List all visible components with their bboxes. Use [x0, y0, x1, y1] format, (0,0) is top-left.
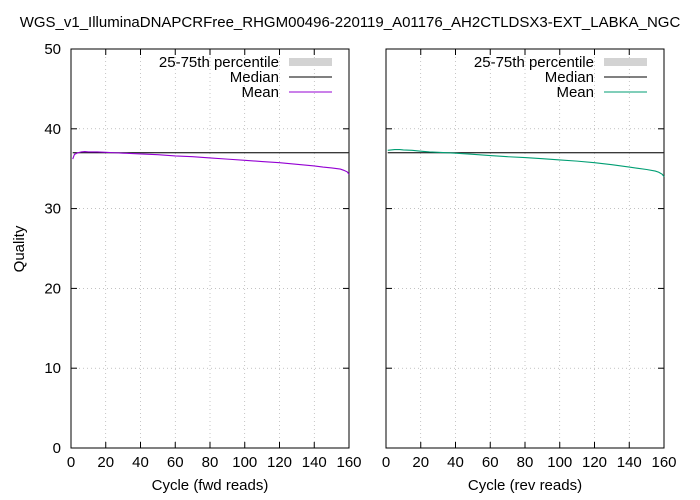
plot-frame: [385, 48, 665, 449]
x-tick-label: 80: [202, 454, 219, 471]
y-axis-label: Quality: [11, 225, 28, 272]
y-tick-label: 30: [44, 201, 61, 218]
y-tick-label: 50: [44, 41, 61, 58]
x-axis-label-rev: Cycle (rev reads): [468, 477, 582, 494]
panel-fwd: 0 20 40 60 80 100 120 140 160 0 10 20 30 40 50 25-75th …: [44, 41, 361, 471]
legend-label: 25-75th percentile: [474, 54, 594, 71]
legend-label: Median: [230, 69, 279, 86]
x-tick-label: 20: [412, 454, 429, 471]
x-tick-label: 100: [232, 454, 257, 471]
x-tick-label: 100: [547, 454, 572, 471]
series-line-mean: [72, 150, 350, 175]
legend-label: Mean: [241, 84, 279, 101]
x-tick-label: 60: [482, 454, 499, 471]
x-tick-label: 0: [67, 454, 75, 471]
x-tick-label: 60: [167, 454, 184, 471]
x-tick-label: 120: [582, 454, 607, 471]
x-axis-label-fwd: Cycle (fwd reads): [152, 477, 269, 494]
x-tick-label: 40: [447, 454, 464, 471]
y-tick-label: 40: [44, 121, 61, 138]
x-tick-label: 120: [267, 454, 292, 471]
y-tick-label: 20: [44, 280, 61, 297]
x-tick-label: 140: [302, 454, 327, 471]
legend-swatch-band: [289, 58, 332, 66]
x-tick-label: 140: [617, 454, 642, 471]
x-tick-label: 160: [336, 454, 361, 471]
legend-label: Mean: [556, 84, 594, 101]
y-tick-label: 10: [44, 360, 61, 377]
x-tick-label: 40: [132, 454, 149, 471]
legend-swatch-band: [604, 58, 647, 66]
legend-label: Median: [545, 69, 594, 86]
legend-label: 25-75th percentile: [159, 54, 279, 71]
plot-frame: [70, 48, 350, 449]
y-tick-label: 0: [53, 440, 61, 457]
x-tick-label: 0: [382, 454, 390, 471]
x-tick-label: 80: [517, 454, 534, 471]
x-tick-label: 160: [651, 454, 676, 471]
series-line-mean: [387, 148, 665, 178]
chart-title: WGS_v1_IlluminaDNAPCRFree_RHGM00496-2201…: [20, 14, 681, 31]
x-tick-label: 20: [97, 454, 114, 471]
